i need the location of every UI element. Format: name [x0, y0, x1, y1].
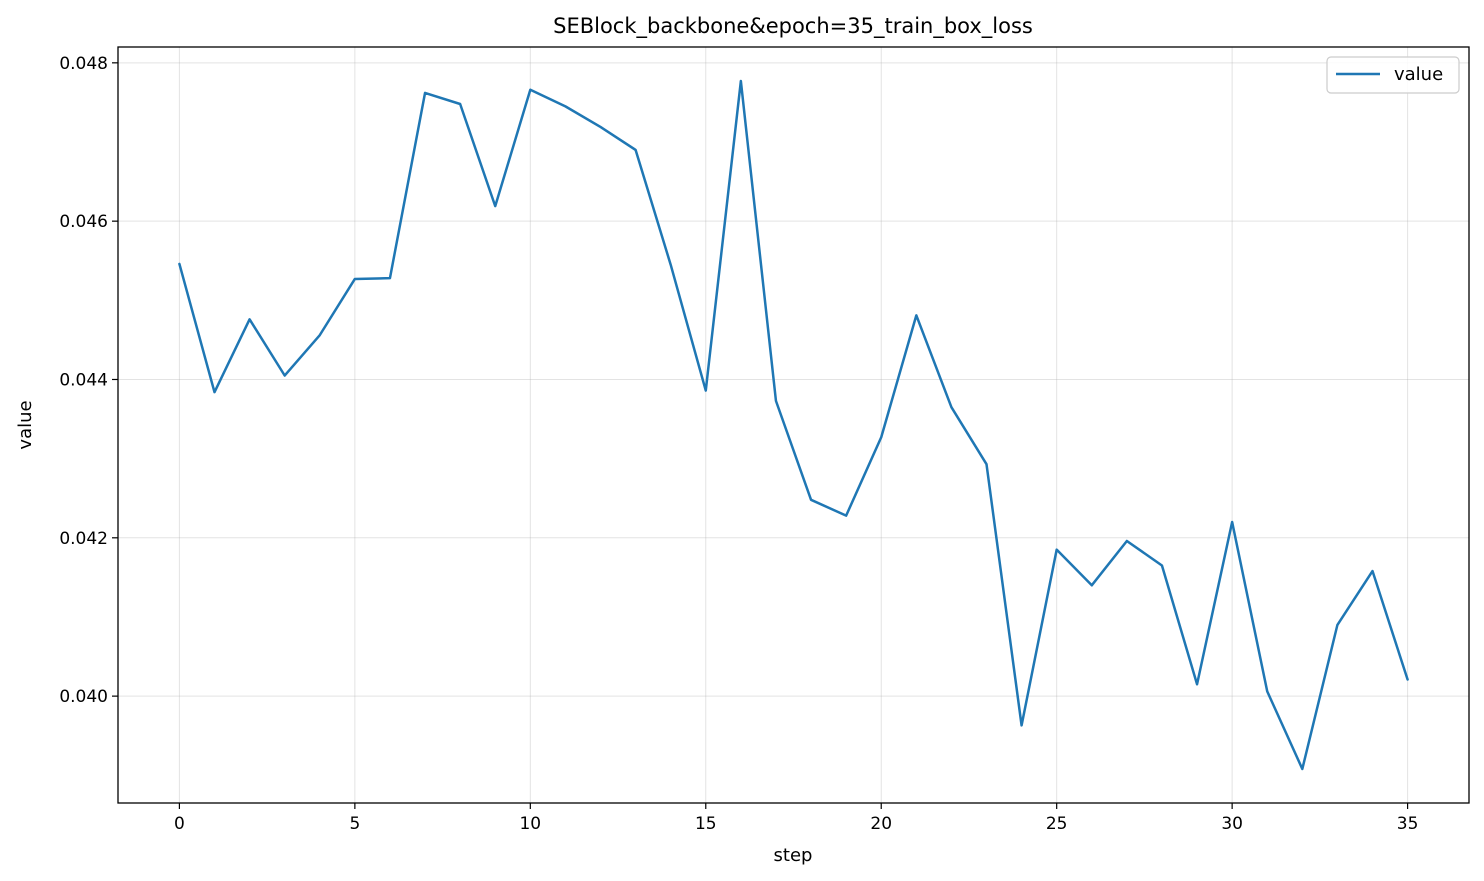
x-tick-label: 25 — [1046, 814, 1068, 834]
x-tick-label: 10 — [519, 814, 541, 834]
y-axis-title: value — [15, 400, 36, 449]
x-tick-label: 0 — [174, 814, 185, 834]
chart-title: SEBlock_backbone&epoch=35_train_box_loss — [553, 14, 1033, 39]
y-tick-label: 0.046 — [59, 212, 108, 232]
y-tick-label: 0.042 — [59, 529, 108, 549]
plot-frame — [117, 46, 1470, 804]
series-layer — [178, 79, 1409, 771]
legend-box — [1326, 56, 1460, 94]
axis-ticks: 0 5 10 15 20 25 30 35 0.040 0.042 0.044 0.046 0.048 — [59, 54, 1418, 834]
y-tick-label: 0.040 — [59, 687, 108, 707]
x-tick-label: 30 — [1221, 814, 1243, 834]
grid — [118, 47, 1469, 803]
legend: value — [1326, 56, 1460, 94]
y-tick-label: 0.044 — [59, 370, 108, 390]
x-tick-label: 20 — [870, 814, 892, 834]
x-tick-label: 35 — [1397, 814, 1419, 834]
x-axis-title: step — [774, 845, 813, 866]
y-tick-label: 0.048 — [59, 54, 108, 74]
legend-label: value — [1394, 64, 1443, 85]
series-line-value — [178, 79, 1409, 771]
x-tick-label: 15 — [695, 814, 717, 834]
x-tick-label: 5 — [349, 814, 360, 834]
